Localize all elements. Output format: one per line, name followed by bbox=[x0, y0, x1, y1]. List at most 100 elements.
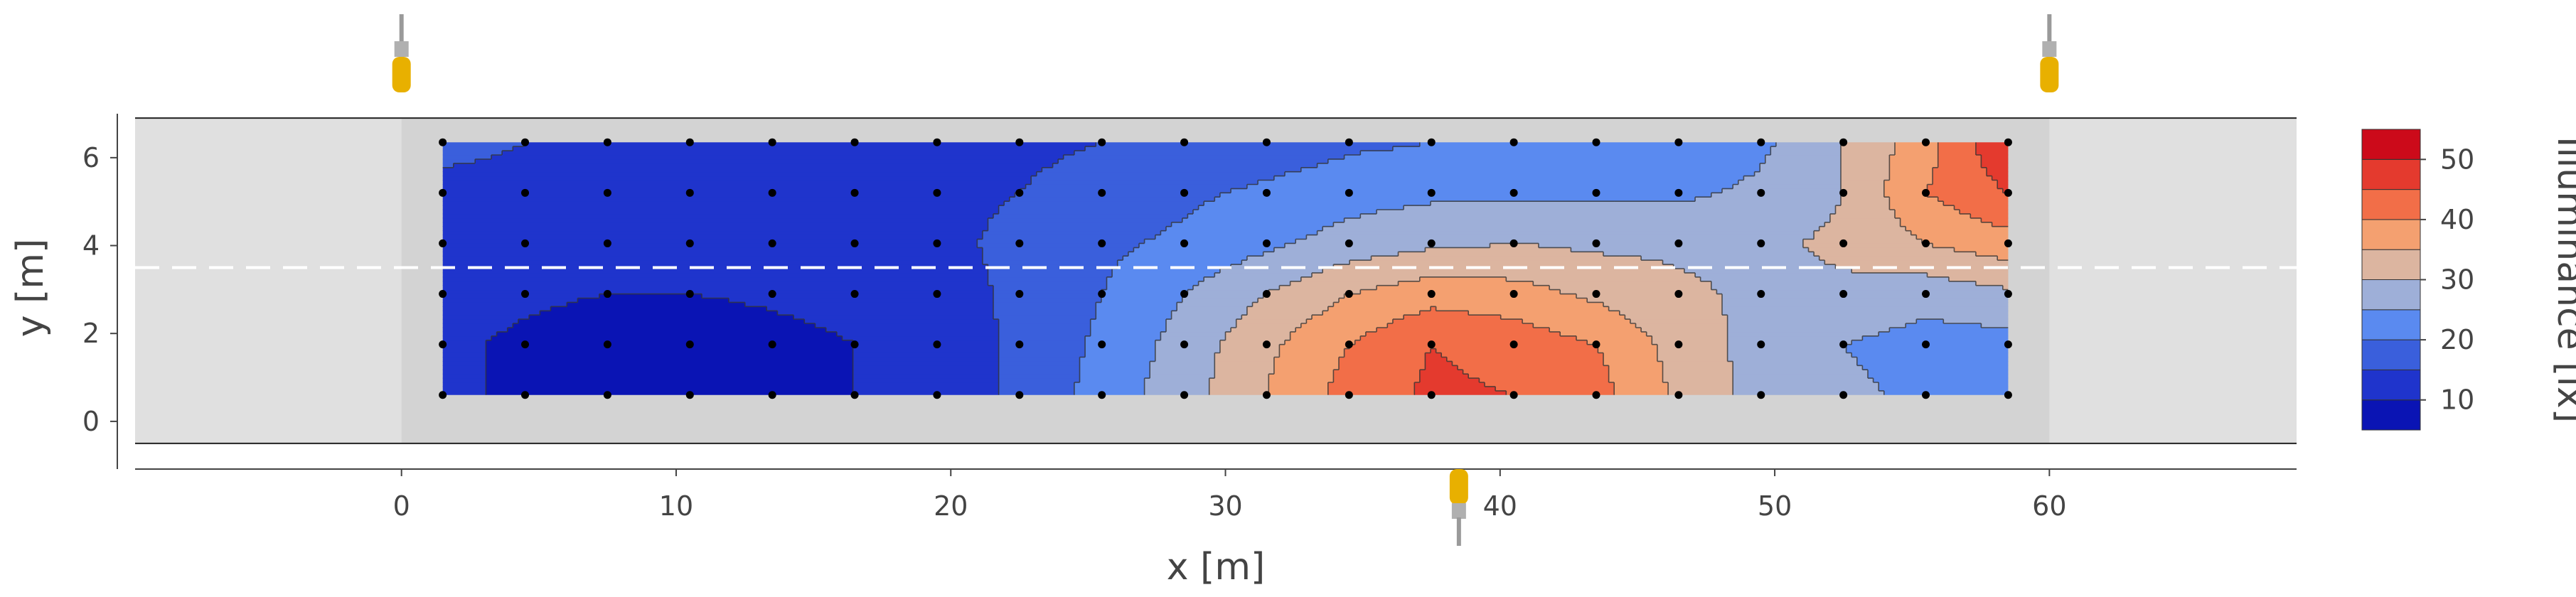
x-tick-label: 10 bbox=[659, 490, 693, 522]
contour-band-35-40 bbox=[1614, 390, 1669, 395]
contour-band-35-40 bbox=[1889, 163, 1939, 168]
contour-band-30-35 bbox=[1214, 365, 1275, 370]
measurement-point bbox=[933, 239, 941, 247]
contour-band-35-40 bbox=[1614, 386, 1669, 392]
contour-band-20-25 bbox=[1214, 196, 1696, 202]
measurement-point bbox=[1509, 239, 1518, 247]
contour-band-35-40 bbox=[1338, 298, 1588, 303]
contour-band-25-30 bbox=[1765, 154, 1842, 160]
measurement-point bbox=[768, 290, 776, 298]
measurement-point bbox=[603, 340, 611, 349]
contour-band-30-35 bbox=[1246, 310, 1323, 316]
measurement-point bbox=[439, 138, 447, 146]
contour-band-5-10 bbox=[486, 373, 854, 379]
contour-band-10-15 bbox=[442, 176, 1032, 181]
contour-band-30-35 bbox=[1533, 281, 1712, 286]
contour-band-20-25 bbox=[1096, 314, 1172, 320]
contour-band-15-20 bbox=[998, 377, 1081, 383]
contour-band-40-45 bbox=[1960, 209, 2009, 215]
contour-band-40-45 bbox=[1452, 360, 1604, 366]
colorbar-band-20-25 bbox=[2361, 309, 2421, 340]
measurement-point bbox=[1262, 340, 1271, 349]
contour-band-35-40 bbox=[1273, 365, 1340, 370]
measurement-point bbox=[685, 188, 694, 197]
contour-line-layer bbox=[442, 142, 2009, 395]
contour-band-30-35 bbox=[1652, 340, 1728, 345]
contour-band-20-25 bbox=[1878, 382, 2009, 387]
contour-band-35-40 bbox=[1608, 369, 1664, 375]
contour-band-10-15 bbox=[729, 298, 994, 303]
contour-band-10-15 bbox=[442, 327, 508, 333]
contour-band-30-35 bbox=[1814, 230, 1912, 235]
contour-band-15-20 bbox=[988, 281, 1108, 286]
contour-band-25-30 bbox=[1733, 390, 1885, 395]
contour-band-20-25 bbox=[1085, 344, 1156, 349]
contour-band-10-15 bbox=[442, 314, 530, 320]
contour-band-30-35 bbox=[1668, 390, 1733, 395]
contour-band-25-30 bbox=[1733, 365, 1864, 370]
contour-band-35-40 bbox=[1322, 310, 1421, 316]
contour-band-30-35 bbox=[1312, 272, 1696, 278]
contour-band-35-40 bbox=[1608, 365, 1664, 370]
contour-band-20-25 bbox=[1085, 340, 1156, 345]
contour-band-10-15 bbox=[853, 382, 1000, 387]
contour-band-45-50 bbox=[1981, 154, 2009, 160]
contour-band-10-15 bbox=[442, 230, 983, 235]
measurement-point bbox=[1674, 290, 1683, 298]
contour-band-40-45 bbox=[1981, 217, 2009, 223]
measurement-point bbox=[768, 391, 776, 399]
contour-band-40-45 bbox=[1431, 306, 1437, 311]
colorbar-band-15-20 bbox=[2361, 339, 2421, 370]
contour-band-5-10 bbox=[486, 386, 854, 392]
contour-band-30-35 bbox=[1819, 255, 1998, 261]
contour-band-35-40 bbox=[1306, 318, 1394, 324]
colorbar-band-5-10 bbox=[2361, 399, 2421, 431]
contour-band-30-35 bbox=[1841, 196, 1890, 202]
contour-band-30-35 bbox=[1841, 188, 1885, 193]
contour-band-30-35 bbox=[1252, 302, 1334, 307]
contour-band-35-40 bbox=[1889, 196, 1939, 202]
measurement-point bbox=[1427, 391, 1436, 399]
measurement-point bbox=[1098, 340, 1106, 349]
contour-band-25-30 bbox=[1144, 382, 1210, 387]
measurement-point bbox=[1427, 138, 1436, 146]
measurement-point bbox=[1839, 239, 1848, 247]
measurement-point bbox=[1674, 239, 1683, 247]
measurement-point bbox=[1509, 138, 1518, 146]
contour-band-15-20 bbox=[998, 209, 1194, 215]
measurement-point bbox=[1015, 239, 1024, 247]
contour-band-25-30 bbox=[1700, 276, 1950, 282]
contour-band-40-45 bbox=[1938, 154, 1982, 160]
contour-band-45-50 bbox=[1414, 386, 1496, 392]
contour-band-25-30 bbox=[1214, 272, 1313, 278]
contour-band-40-45 bbox=[1479, 377, 1610, 383]
colorbar-tick-label: 50 bbox=[2440, 144, 2474, 175]
contour-band-5-10 bbox=[486, 340, 854, 345]
measurement-point bbox=[1015, 188, 1024, 197]
colorbar-band-25-30 bbox=[2361, 279, 2421, 311]
measurement-point bbox=[1345, 188, 1353, 197]
contour-band-25-30 bbox=[1722, 188, 1842, 193]
contour-band-10-15 bbox=[442, 255, 983, 261]
contour-band-20-25 bbox=[1246, 184, 1733, 189]
measurement-point bbox=[1427, 290, 1436, 298]
measurement-point bbox=[1922, 290, 1930, 298]
luminaire-pole bbox=[1456, 517, 1461, 546]
contour-band-35-40 bbox=[1889, 154, 1939, 160]
contour-band-10-15 bbox=[442, 335, 492, 341]
contour-band-10-15 bbox=[491, 154, 1064, 160]
measurement-point bbox=[2004, 239, 2012, 247]
contour-band-30-35 bbox=[1300, 276, 1421, 282]
contour-band-30-35 bbox=[1236, 323, 1302, 328]
measurement-point bbox=[1592, 239, 1600, 247]
contour-band-25-30 bbox=[1171, 310, 1248, 316]
contour-band-10-15 bbox=[523, 142, 1096, 147]
contour-band-10-15 bbox=[442, 369, 486, 375]
contour-band-30-35 bbox=[1576, 294, 1723, 298]
colorbar-band-10-15 bbox=[2361, 369, 2421, 401]
contour-band-10-15 bbox=[442, 285, 994, 291]
contour-band-30-35 bbox=[1350, 259, 1664, 265]
contour-band-40-45 bbox=[1933, 176, 1993, 181]
contour-band-15-20 bbox=[988, 268, 1113, 274]
contour-band-35-40 bbox=[1889, 176, 1933, 181]
